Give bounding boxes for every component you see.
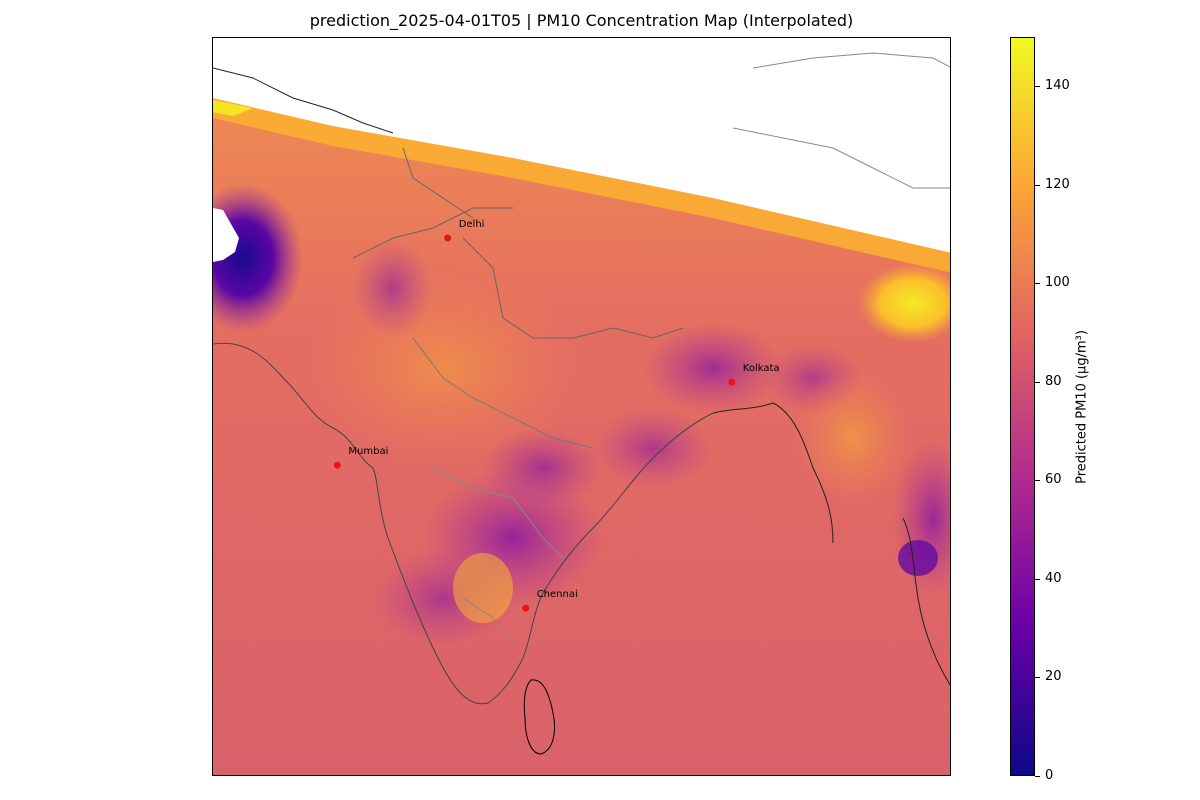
colorbar-tick-label: 100 (1045, 275, 1070, 290)
colorbar-tick-label: 120 (1045, 177, 1070, 192)
colorbar-tick (1035, 382, 1040, 383)
sri-lanka-outline (523, 679, 555, 755)
city-marker-chennai[interactable] (522, 604, 530, 612)
colorbar-label: Predicted PM10 (µg/m³) (1074, 330, 1090, 484)
colorbar-tick-label: 140 (1045, 78, 1070, 93)
city-label-chennai: Chennai (537, 589, 578, 600)
pm10-map[interactable]: Delhi Mumbai Kolkata Chennai (212, 37, 951, 776)
city-markers: Delhi Mumbai Kolkata Chennai (333, 219, 780, 612)
colorbar-tick-label: 80 (1045, 374, 1062, 389)
colorbar-tick (1035, 86, 1040, 87)
city-marker-delhi[interactable] (444, 234, 452, 242)
city-marker-kolkata[interactable] (728, 378, 736, 386)
city-marker-mumbai[interactable] (333, 461, 341, 469)
city-label-kolkata: Kolkata (743, 363, 780, 374)
map-svg: Delhi Mumbai Kolkata Chennai (213, 38, 950, 775)
colorbar-tick (1035, 283, 1040, 284)
colorbar (1010, 37, 1035, 776)
colorbar-tick-label: 40 (1045, 571, 1062, 586)
map-title: prediction_2025-04-01T05 | PM10 Concentr… (309, 11, 854, 30)
colorbar-tick (1035, 185, 1040, 186)
colorbar-tick-label: 60 (1045, 472, 1062, 487)
colorbar-tick (1035, 776, 1040, 777)
colorbar-tick-label: 0 (1045, 768, 1054, 783)
colorbar-tick (1035, 579, 1040, 580)
city-label-delhi: Delhi (459, 219, 485, 230)
colorbar-tick-label: 20 (1045, 669, 1062, 684)
colorbar-tick (1035, 677, 1040, 678)
colorbar-tick (1035, 480, 1040, 481)
city-label-mumbai: Mumbai (348, 446, 388, 457)
india-coastline (213, 342, 714, 705)
